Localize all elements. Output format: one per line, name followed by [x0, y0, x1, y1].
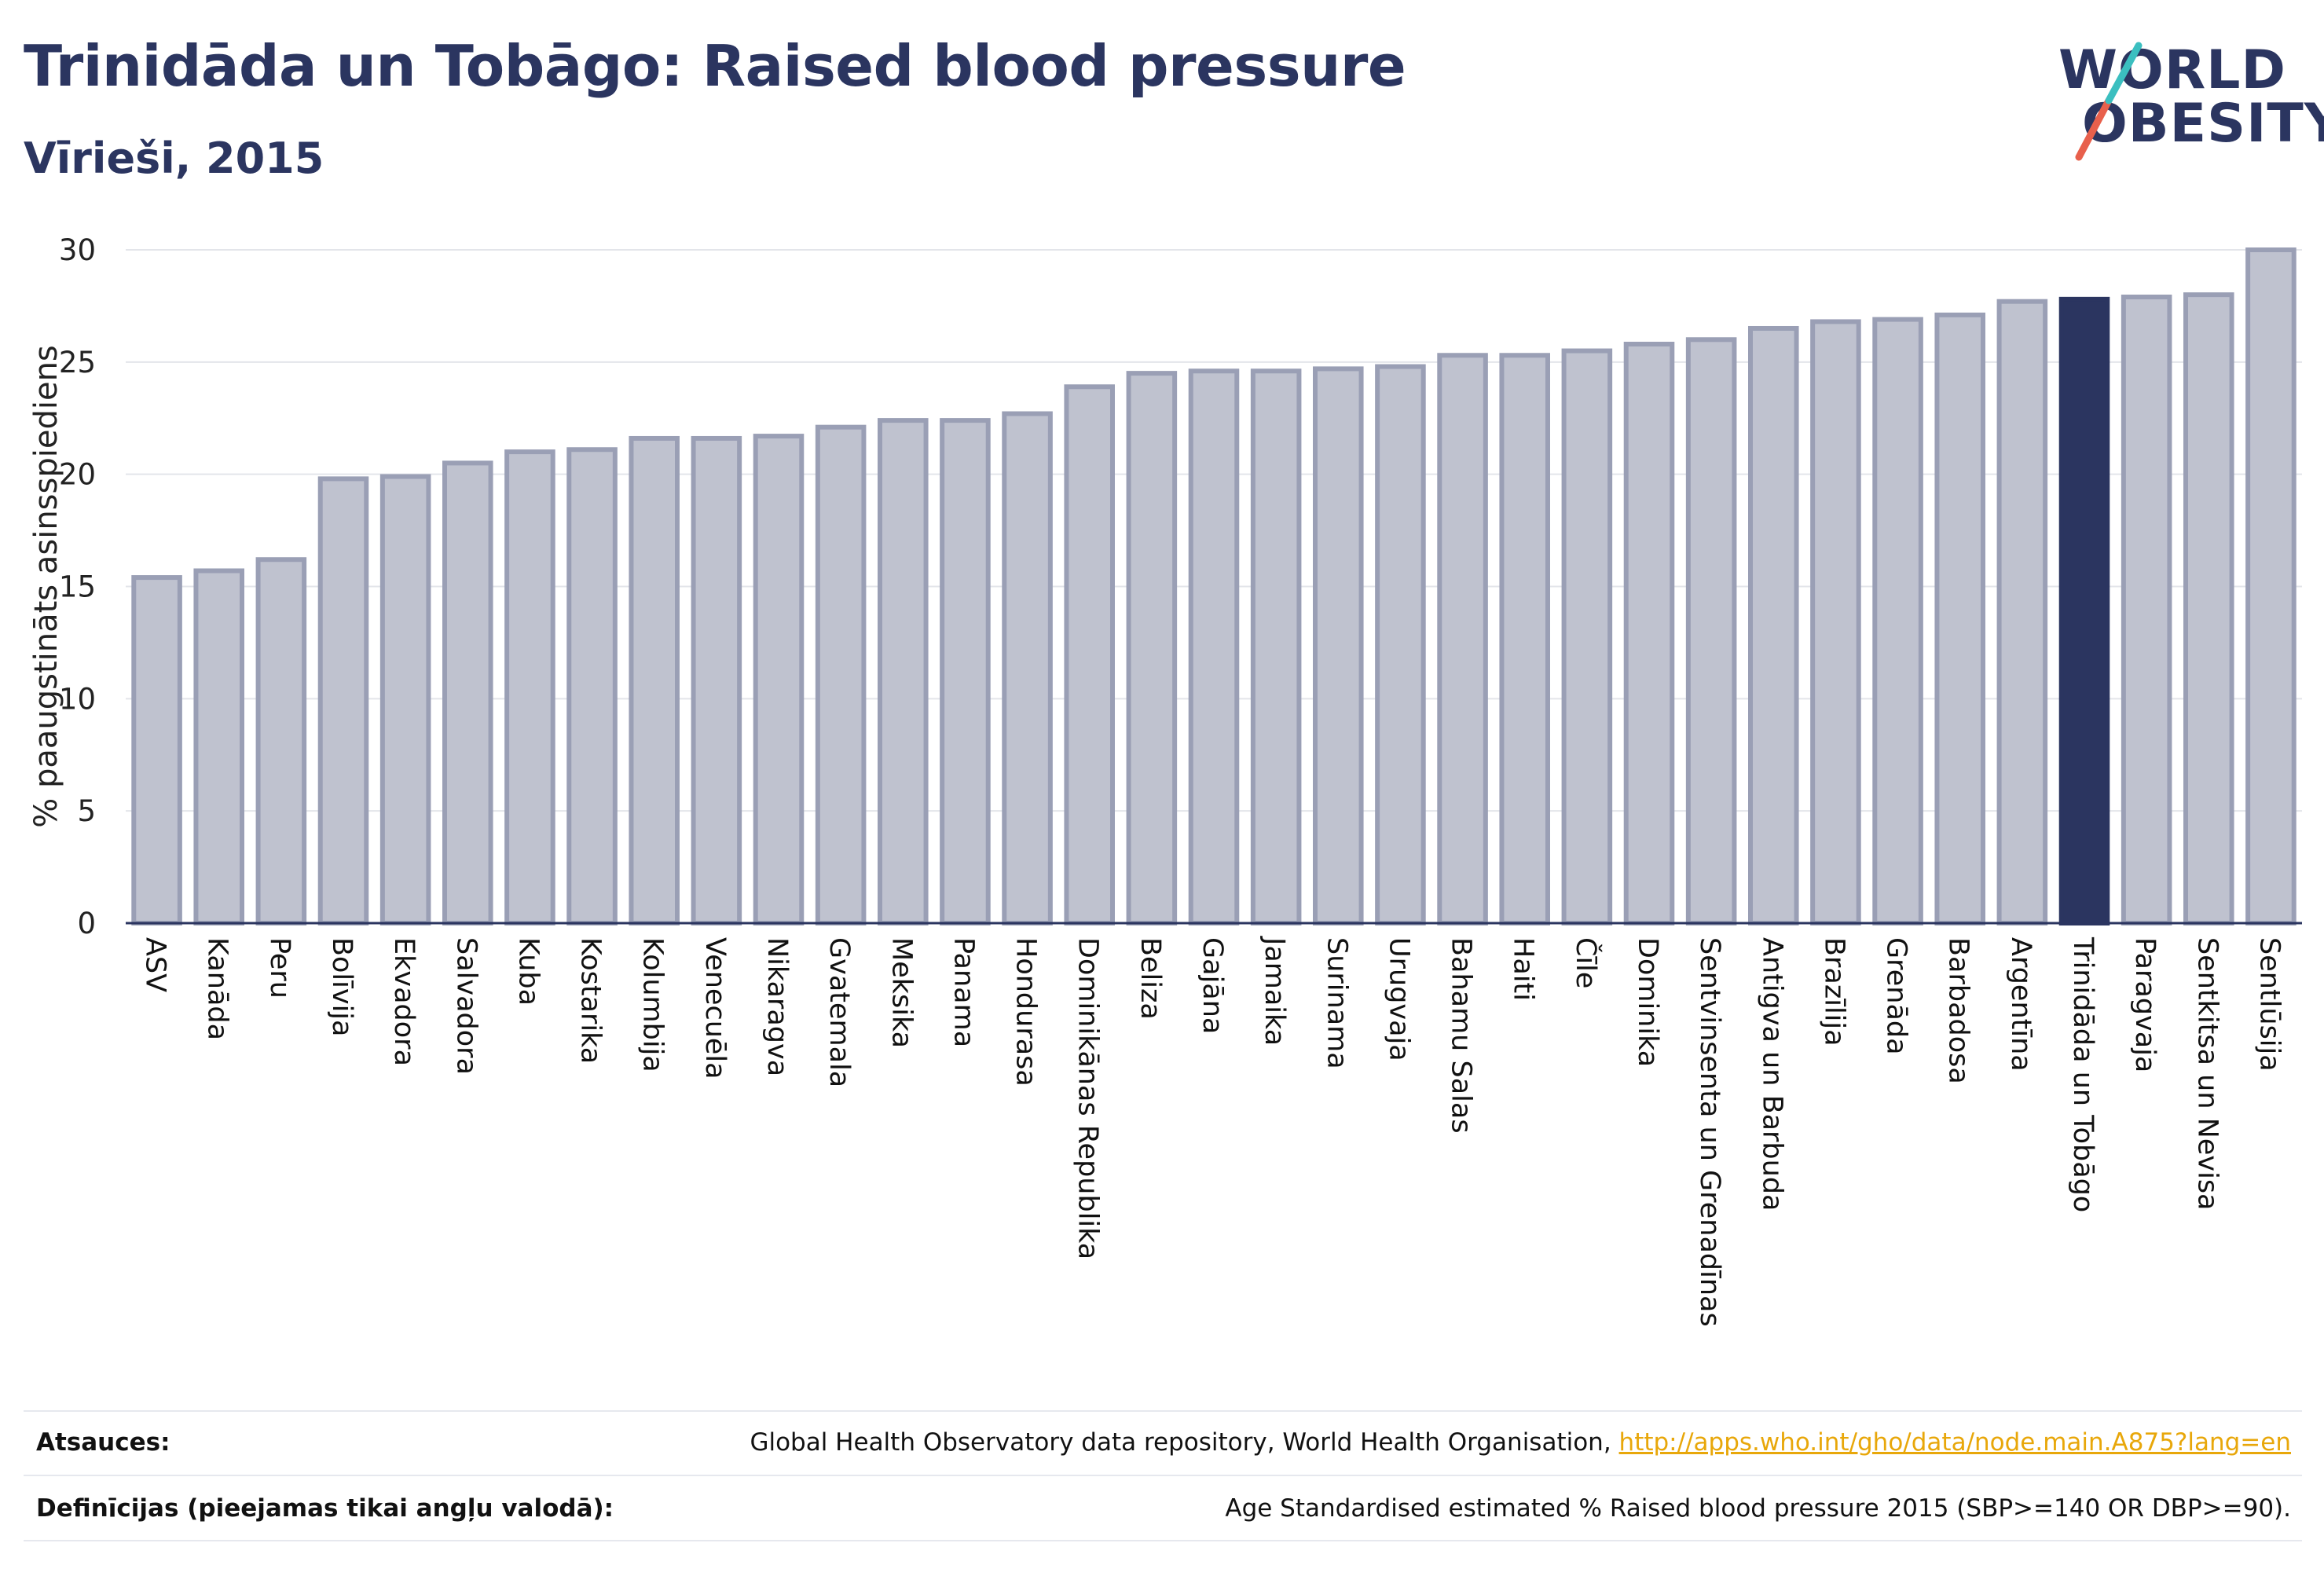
definitions-label: Definīcijas (pieejamas tikai angļu valod…: [36, 1494, 614, 1523]
x-tick-label: Venecuēla: [699, 937, 731, 1079]
x-tick-label: Urugvaja: [1383, 937, 1414, 1061]
bar: [1499, 353, 1550, 926]
bar: [2245, 247, 2297, 925]
bar: [1437, 353, 1488, 926]
y-tick-label: 5: [77, 794, 96, 828]
bar: [753, 434, 805, 925]
sources-link[interactable]: http://apps.who.int/gho/data/node.main.A…: [1618, 1428, 2291, 1457]
y-axis-label: % paaugstināts asinsspiediens: [28, 345, 64, 828]
x-tick-label: Jamaika: [1259, 936, 1290, 1046]
sources-text: Global Health Observatory data repositor…: [750, 1428, 2291, 1457]
footer-divider-middle: [24, 1475, 2302, 1476]
x-tick-label: Beliza: [1135, 937, 1166, 1020]
y-tick-label: 10: [59, 682, 96, 716]
x-tick-label: Panama: [948, 937, 979, 1047]
bar: [1872, 317, 1923, 926]
bar: [878, 418, 929, 925]
bar: [2183, 292, 2234, 925]
bar: [691, 435, 742, 925]
bar: [1375, 364, 1426, 925]
x-tick-label: Sentlūsija: [2253, 937, 2285, 1072]
bar: [1250, 368, 1302, 925]
chart-subtitle: Vīrieši, 2015: [24, 134, 324, 183]
world-obesity-logo: WORLD OBESITY: [2051, 24, 2324, 165]
x-tick-label: Argentīna: [2005, 937, 2036, 1072]
x-tick-label: Barbadosa: [1943, 937, 1974, 1084]
bar: [566, 447, 618, 925]
y-tick-label: 15: [59, 570, 96, 604]
x-tick-label: Sentkitsa un Nevisa: [2191, 937, 2223, 1211]
x-tick-label: Kolumbija: [637, 937, 669, 1072]
bar: [1934, 312, 1985, 925]
x-tick-label: Trinidāda un Tobāgo: [2067, 936, 2099, 1212]
x-tick-label: Dominika: [1632, 937, 1663, 1067]
bar: [1996, 299, 2048, 926]
x-tick-label: Dominikānas Republika: [1072, 937, 1104, 1259]
bar: [1561, 348, 1613, 925]
x-tick-label: Ekvadora: [388, 937, 420, 1066]
x-tick-label: Peru: [264, 937, 295, 999]
bar: [1126, 371, 1178, 926]
bar: [317, 476, 369, 925]
bar-chart: 0 5 10 15 20 25 30 % paaugstināts asinsspiedien…: [28, 233, 2302, 1327]
x-tick-label: Antigva un Barbuda: [1756, 937, 1787, 1211]
bar: [193, 568, 244, 926]
logo-slash-icon: [2075, 42, 2143, 161]
bar: [1188, 368, 1240, 925]
x-tick-label: Brazīlija: [1818, 937, 1849, 1046]
x-tick-label: Kanāda: [202, 937, 233, 1040]
footer-divider-top: [24, 1410, 2302, 1412]
bar: [2058, 296, 2110, 925]
x-tick-label: Paragvaja: [2129, 937, 2161, 1072]
x-tick-label: Nikaragva: [761, 937, 793, 1076]
footer-divider-bottom: [24, 1540, 2302, 1541]
x-tick-label: Kuba: [512, 937, 544, 1006]
bar: [815, 424, 867, 925]
x-tick-label: Salvadora: [450, 937, 482, 1075]
bar: [940, 418, 991, 925]
bar: [1002, 411, 1053, 925]
bar: [131, 575, 182, 925]
x-tick-label: Kostarika: [575, 937, 607, 1064]
logo-line-2: OBESITY: [2082, 93, 2324, 155]
bar: [1748, 325, 1799, 925]
sources-label: Atsauces:: [36, 1428, 170, 1457]
bar: [1313, 366, 1364, 925]
y-tick-label: 0: [77, 907, 96, 940]
y-tick-label: 30: [59, 233, 96, 267]
x-tick-label: Meksika: [885, 937, 917, 1048]
x-tick-label: Gajāna: [1197, 937, 1228, 1034]
sources-description: Global Health Observatory data repositor…: [750, 1428, 1619, 1457]
bar: [1685, 337, 1737, 925]
bar: [1810, 319, 1861, 925]
x-tick-label: Hondurasa: [1010, 937, 1042, 1087]
y-tick-label: 20: [59, 458, 96, 492]
bar: [255, 557, 307, 925]
x-tick-label: Grenāda: [1881, 937, 1912, 1055]
bar: [442, 460, 493, 925]
bar: [1623, 341, 1675, 926]
bar: [2121, 294, 2172, 925]
x-tick-label: Surinama: [1321, 937, 1352, 1069]
definitions-text: Age Standardised estimated % Raised bloo…: [1225, 1494, 2291, 1523]
x-tick-label: Bolīvija: [326, 937, 357, 1036]
bar: [379, 474, 431, 925]
chart-title: Trinidāda un Tobāgo: Raised blood pressu…: [24, 33, 1406, 99]
x-tick-label: ASV: [140, 937, 171, 992]
bar: [1064, 384, 1115, 925]
bar: [504, 449, 555, 925]
x-tick-label: Čīle: [1570, 937, 1603, 988]
x-tick-label: Bahamu Salas: [1446, 937, 1477, 1134]
x-tick-label: Gvatemala: [823, 937, 855, 1087]
y-tick-label: 25: [59, 346, 96, 379]
x-tick-label: Sentvinsenta un Grenadīnas: [1694, 937, 1725, 1327]
bar: [629, 435, 680, 925]
x-tick-label: Haiti: [1508, 937, 1539, 1001]
logo-line-1: WORLD: [2058, 39, 2286, 101]
